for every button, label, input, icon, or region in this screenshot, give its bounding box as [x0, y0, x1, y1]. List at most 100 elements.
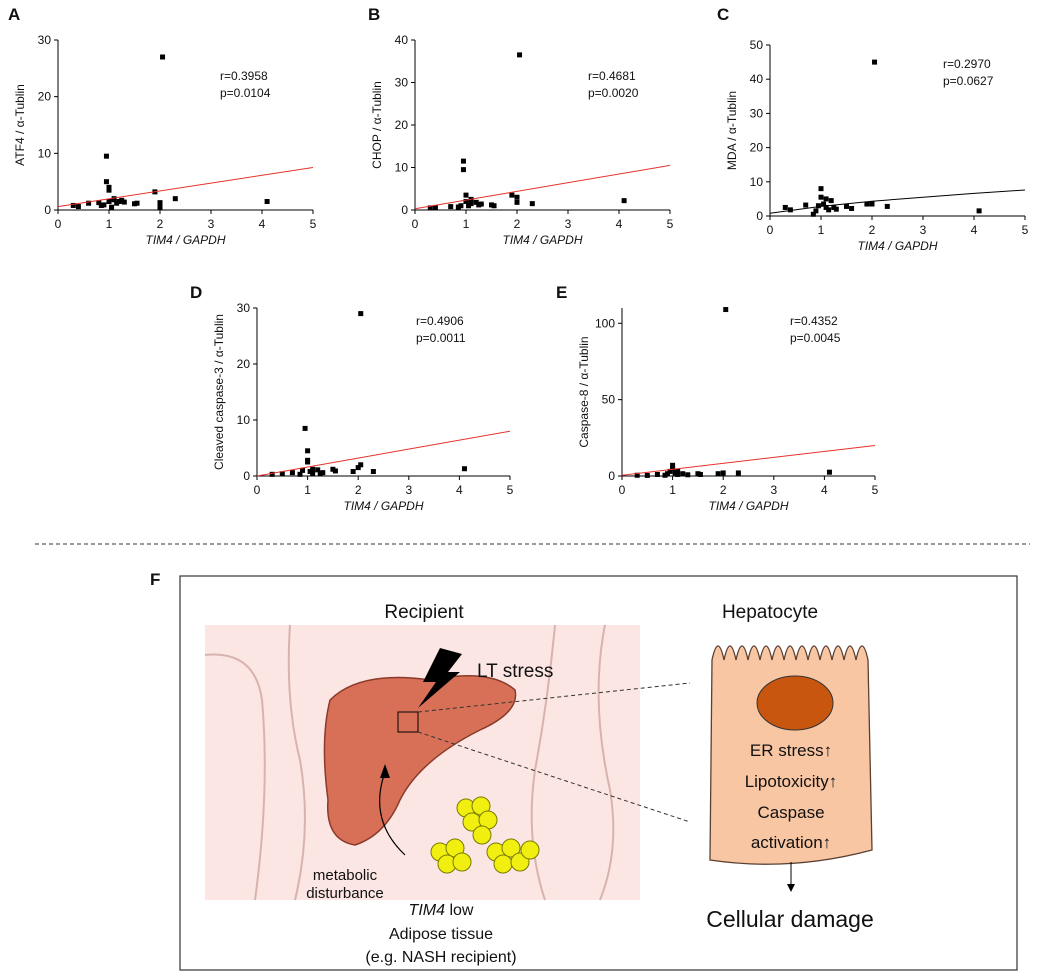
- point: [132, 201, 137, 207]
- point: [489, 202, 494, 208]
- point: [491, 203, 497, 209]
- x-tick-label: 0: [412, 217, 419, 231]
- x-tick-label: 2: [157, 217, 164, 231]
- x-tick-label: 3: [565, 217, 572, 231]
- chart: D 0 1 2 3 4 5 0 10 20 30 TIM4 / GAPDH Cleaved caspas…: [190, 283, 514, 513]
- point: [432, 204, 438, 210]
- point: [818, 194, 824, 200]
- fit-line: [256, 430, 511, 477]
- x-tick-label: 4: [971, 223, 978, 237]
- x-tick-label: 4: [616, 217, 623, 231]
- panel-label: E: [556, 283, 567, 302]
- annotation: r=0.3958: [220, 69, 268, 83]
- y-tick-label: 0: [756, 209, 763, 223]
- label: disturbance: [306, 885, 384, 902]
- zoom-line: [417, 731, 691, 823]
- x-tick-label: 3: [920, 223, 927, 237]
- y-axis-label: Caspase-8 / α-Tublin: [577, 336, 591, 447]
- x-axis-label: TIM4 / GAPDH: [857, 239, 937, 253]
- panel-label: B: [368, 5, 380, 24]
- y-tick-label: 20: [395, 118, 409, 132]
- point: [476, 202, 482, 208]
- point: [715, 471, 721, 477]
- y-axis-label: ATF4 / α-Tublin: [13, 84, 27, 166]
- point: [463, 199, 469, 204]
- body-outline: [204, 624, 615, 901]
- fit-line: [57, 167, 314, 208]
- y-tick-label: 10: [395, 161, 409, 175]
- point: [332, 468, 338, 474]
- chart: B 0 1 2 3 4 5 0 10 20 30 40 TIM4 / GAPDH CHOP / α-Tub…: [368, 5, 674, 247]
- x-tick-label: 1: [818, 223, 825, 237]
- point: [680, 471, 686, 477]
- point: [455, 204, 461, 210]
- lightning: [418, 648, 462, 708]
- point: [310, 466, 316, 472]
- annotation: r=0.4681: [588, 69, 636, 83]
- y-axis-label: Cleaved caspase-3 / α-Tublin: [212, 314, 226, 470]
- x-tick-label: 1: [669, 483, 676, 497]
- point: [654, 471, 660, 477]
- point: [514, 199, 520, 205]
- x-axis-label: TIM4 / GAPDH: [145, 233, 225, 247]
- y-tick-label: 30: [237, 301, 251, 315]
- annotation: p=0.0627: [943, 74, 994, 88]
- cell-effect: Lipotoxicity↑: [745, 772, 838, 791]
- x-tick-label: 0: [55, 217, 62, 231]
- point: [315, 467, 321, 473]
- point: [134, 200, 140, 206]
- point: [330, 466, 336, 472]
- point: [370, 469, 376, 475]
- annotation: r=0.4352: [790, 314, 838, 328]
- point: [307, 469, 313, 475]
- point: [114, 200, 120, 206]
- point: [844, 203, 849, 209]
- point: [355, 465, 361, 471]
- x-tick-label: 1: [463, 217, 470, 231]
- annotation: p=0.0104: [220, 86, 271, 100]
- panel-frame: [179, 575, 1018, 971]
- point: [828, 198, 834, 204]
- y-tick-label: 0: [243, 469, 250, 483]
- point: [675, 471, 681, 477]
- point: [869, 201, 875, 207]
- label: (e.g. NASH recipient): [365, 949, 516, 966]
- x-tick-label: 5: [310, 217, 317, 231]
- x-tick-label: 2: [869, 223, 876, 237]
- point: [826, 469, 832, 475]
- point: [813, 208, 819, 214]
- point: [111, 196, 117, 202]
- point: [460, 167, 466, 173]
- cell-effect: ER stress↑: [750, 741, 832, 760]
- point: [101, 202, 107, 208]
- point: [864, 201, 870, 207]
- point: [849, 205, 855, 211]
- point: [517, 52, 523, 58]
- point: [621, 198, 627, 204]
- point: [461, 466, 467, 472]
- point: [106, 184, 112, 190]
- x-tick-label: 0: [254, 483, 261, 497]
- y-tick-label: 50: [602, 393, 616, 407]
- point: [279, 471, 285, 477]
- point: [103, 153, 109, 159]
- point: [685, 472, 691, 478]
- point: [157, 204, 163, 210]
- point: [86, 200, 92, 206]
- y-tick-label: 20: [237, 357, 251, 371]
- y-tick-label: 100: [595, 316, 615, 330]
- point: [665, 471, 671, 477]
- x-tick-label: 5: [1022, 223, 1029, 237]
- x-tick-label: 3: [405, 483, 412, 497]
- point: [823, 204, 829, 210]
- point: [350, 469, 356, 475]
- point: [98, 202, 104, 208]
- point: [723, 307, 729, 313]
- fit-line: [414, 164, 671, 210]
- point: [884, 203, 890, 209]
- point: [473, 199, 479, 205]
- arrowhead: [787, 884, 795, 892]
- point: [509, 192, 515, 198]
- cell-effect: Caspase: [757, 803, 824, 822]
